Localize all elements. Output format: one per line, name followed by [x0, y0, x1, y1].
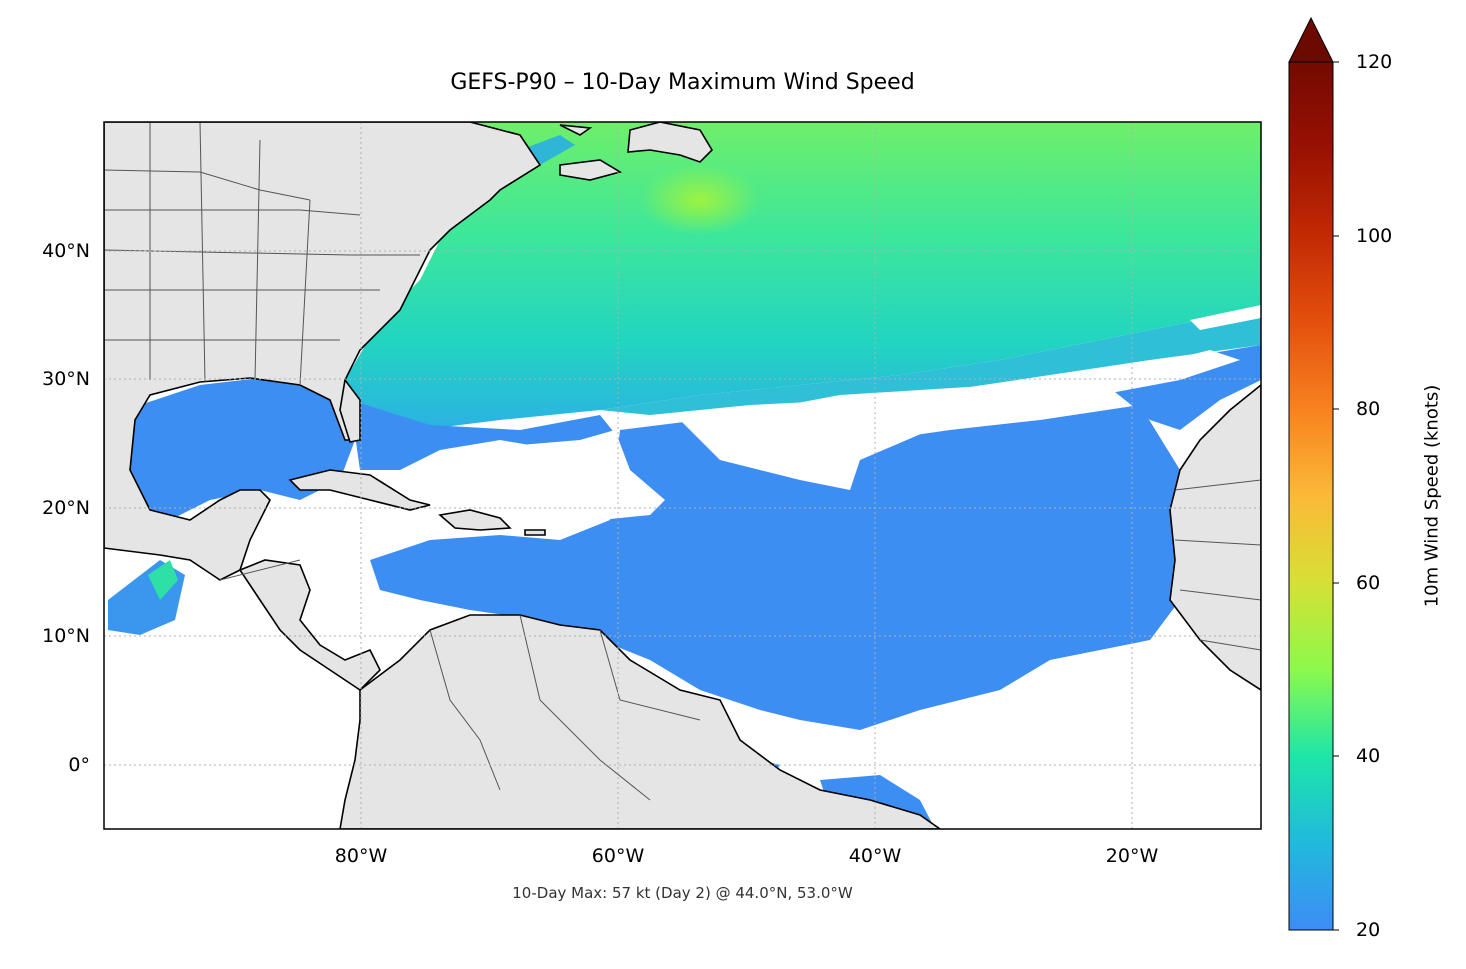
y-tick-0: 0° [68, 754, 90, 776]
x-tick-80w: 80°W [334, 845, 388, 867]
colorbar-tick-20: 20 [1356, 919, 1381, 941]
y-tick-20n: 20°N [42, 497, 90, 519]
colorbar-tick-100: 100 [1356, 225, 1393, 247]
map-frame [103, 121, 1262, 830]
country-state-borders [104, 122, 1261, 801]
colorbar-tick-40: 40 [1356, 745, 1381, 767]
chart-title: GEFS-P90 – 10-Day Maximum Wind Speed [450, 70, 915, 95]
max-wind-annotation: 10-Day Max: 57 kt (Day 2) @ 44.0°N, 53.0… [512, 884, 853, 902]
colorbar-tick-80: 80 [1356, 398, 1381, 420]
below-threshold-gaps [420, 305, 1261, 520]
colorbar [1288, 16, 1339, 931]
x-tick-60w: 60°W [591, 845, 645, 867]
x-tick-20w: 20°W [1105, 845, 1159, 867]
y-tick-30n: 30°N [42, 368, 90, 390]
colorbar-label: 10m Wind Speed (knots) [1421, 384, 1443, 608]
colorbar-ticks [1333, 61, 1339, 931]
wind-field-north [345, 122, 1261, 435]
map-plot-area [104, 122, 1261, 829]
colorbar-tick-120: 120 [1356, 51, 1393, 73]
x-tick-40w: 40°W [848, 845, 902, 867]
colorbar-extend-arrow [1288, 16, 1334, 63]
colorbar-tick-60: 60 [1356, 572, 1381, 594]
max-wind-core [640, 165, 760, 235]
y-tick-40n: 40°N [42, 240, 90, 262]
land-masses [104, 122, 1261, 829]
y-tick-10n: 10°N [42, 625, 90, 647]
